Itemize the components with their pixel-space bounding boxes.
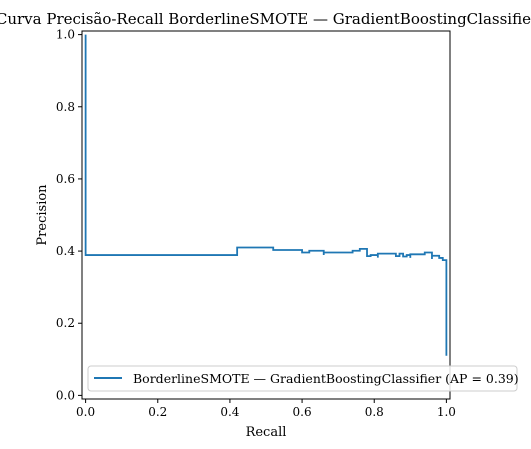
legend: BorderlineSMOTE — GradientBoostingClassi… xyxy=(87,365,519,392)
y-axis-ticks: 0.0 0.2 0.4 0.6 0.8 1.0 xyxy=(56,28,82,402)
chart-title: Curva Precisão-Recall BorderlineSMOTE — … xyxy=(0,10,531,28)
y-tick-label: 0.8 xyxy=(56,100,75,114)
x-tick-label: 0.0 xyxy=(76,405,95,419)
x-tick-label: 0.6 xyxy=(293,405,312,419)
y-tick-label: 1.0 xyxy=(56,28,75,42)
y-tick-label: 0.2 xyxy=(56,316,75,330)
x-tick-label: 0.8 xyxy=(365,405,384,419)
x-tick-label: 1.0 xyxy=(437,405,456,419)
plot-frame xyxy=(81,30,451,400)
legend-label: BorderlineSMOTE — GradientBoostingClassi… xyxy=(133,371,519,386)
series-layer xyxy=(84,34,448,356)
plot-area: 0.0 0.2 0.4 0.6 0.8 1.0 0.0 0.2 0.4 0.6 0.8 1.0 xyxy=(56,28,456,419)
x-axis-ticks: 0.0 0.2 0.4 0.6 0.8 1.0 xyxy=(76,399,456,419)
y-tick-label: 0.0 xyxy=(56,388,75,402)
legend-box xyxy=(87,365,518,392)
x-tick-label: 0.2 xyxy=(148,405,167,419)
y-tick-label: 0.6 xyxy=(56,172,75,186)
y-tick-label: 0.4 xyxy=(56,244,75,258)
y-axis-label: Precision xyxy=(35,184,50,246)
x-tick-label: 0.4 xyxy=(220,405,239,419)
pr-curve-line xyxy=(84,34,448,356)
x-axis-label: Recall xyxy=(246,425,287,440)
